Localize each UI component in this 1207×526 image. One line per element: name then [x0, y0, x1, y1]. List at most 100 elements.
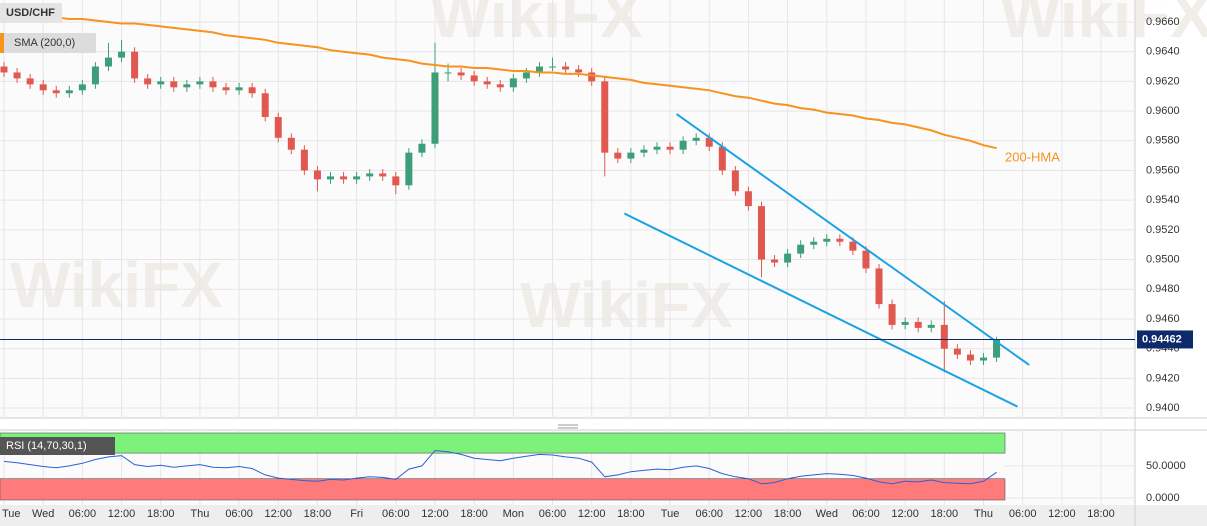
candle-body: [431, 72, 438, 143]
candle-body: [392, 176, 399, 185]
x-tick-label: 06:00: [539, 508, 567, 520]
panel-splitter: [558, 425, 578, 428]
x-tick-label: 18:00: [147, 508, 175, 520]
candle-body: [954, 349, 961, 355]
x-tick-label: 12:00: [1048, 508, 1076, 520]
price-panel: [0, 0, 1135, 418]
y-tick-label: 0.9640: [1146, 46, 1180, 58]
x-tick-label: Wed: [32, 508, 54, 520]
candle-body: [118, 52, 125, 58]
candle-body: [915, 322, 922, 328]
candle-body: [262, 93, 269, 117]
rsi-title: RSI (14,70,30,1): [6, 440, 87, 452]
candle-body: [967, 355, 974, 361]
candle-body: [366, 173, 373, 176]
x-tick-label: 12:00: [421, 508, 449, 520]
x-tick-label: 06:00: [382, 508, 410, 520]
candle-body: [196, 81, 203, 84]
candle-body: [523, 72, 530, 78]
candle-body: [301, 150, 308, 171]
x-tick-label: Mon: [503, 508, 524, 520]
x-tick-label: Thu: [190, 508, 209, 520]
x-tick-label: 18:00: [617, 508, 645, 520]
candle-body: [810, 242, 817, 245]
chart: WikiFXWikiFXWikiFXWikiFX USD/CHF SMA (20…: [0, 0, 1207, 526]
candle-body: [131, 52, 138, 79]
candle-body: [941, 325, 948, 349]
y-tick-label: 0.9480: [1146, 283, 1180, 295]
candle-body: [157, 81, 164, 84]
overbought-band: [0, 433, 1005, 453]
candle-body: [484, 81, 491, 84]
x-tick-label: 12:00: [264, 508, 292, 520]
candle-body: [562, 67, 569, 70]
candle-body: [144, 78, 151, 84]
y-tick-label: 0.9400: [1146, 402, 1180, 414]
candle-body: [601, 81, 608, 152]
x-tick-label: Tue: [661, 508, 680, 520]
candle-body: [654, 147, 661, 150]
oversold-band: [0, 479, 1005, 500]
y-tick-label: 0.9540: [1146, 194, 1180, 206]
candle-body: [758, 206, 765, 259]
candle-body: [1, 67, 8, 73]
candle-body: [405, 153, 412, 186]
candle-body: [693, 138, 700, 141]
x-tick-label: 06:00: [1009, 508, 1037, 520]
x-tick-label: 06:00: [225, 508, 253, 520]
candle-body: [928, 325, 935, 328]
x-tick-label: 06:00: [852, 508, 880, 520]
candle-body: [105, 58, 112, 67]
candle-body: [209, 81, 216, 87]
y-tick-label: 0.9420: [1146, 372, 1180, 384]
y-tick-label: 0.9460: [1146, 313, 1180, 325]
x-tick-label: 06:00: [695, 508, 723, 520]
x-tick-label: Wed: [816, 508, 838, 520]
candle-body: [627, 153, 634, 159]
y-tick-label: 0.0000: [1146, 492, 1180, 504]
candle-body: [640, 150, 647, 153]
candle-body: [980, 358, 987, 361]
x-tick-label: 18:00: [1087, 508, 1115, 520]
candle-body: [471, 75, 478, 81]
candle-body: [288, 138, 295, 150]
x-tick-label: 18:00: [304, 508, 332, 520]
last-price-label: 0.94462: [1142, 333, 1182, 345]
y-tick-label: 0.9520: [1146, 224, 1180, 236]
candle-body: [327, 176, 334, 179]
y-tick-label: 0.9560: [1146, 164, 1180, 176]
candle-body: [340, 176, 347, 179]
candle-body: [183, 84, 190, 87]
candle-body: [445, 72, 452, 73]
x-tick-label: 12:00: [578, 508, 606, 520]
candle-body: [732, 170, 739, 191]
candle-body: [510, 78, 517, 87]
candle-body: [170, 81, 177, 87]
x-tick-label: 18:00: [774, 508, 802, 520]
candle-body: [275, 117, 282, 138]
candle-body: [614, 153, 621, 159]
x-tick-label: Tue: [2, 508, 21, 520]
candle-body: [797, 245, 804, 254]
candle-body: [53, 90, 60, 93]
candle-body: [575, 69, 582, 72]
annotation: 200-HMA: [1005, 149, 1060, 164]
candle-body: [680, 141, 687, 150]
candle-body: [588, 72, 595, 81]
candle-body: [745, 191, 752, 206]
candle-body: [379, 173, 386, 176]
candle-body: [823, 239, 830, 242]
x-tick-label: 18:00: [460, 508, 488, 520]
candle-body: [549, 67, 556, 68]
candle-body: [719, 147, 726, 171]
candle-body: [353, 176, 360, 179]
x-tick-label: 12:00: [891, 508, 919, 520]
candle-body: [314, 170, 321, 179]
y-tick-label: 50.0000: [1146, 460, 1186, 472]
candle-body: [27, 78, 34, 84]
candle-body: [849, 242, 856, 251]
candle-body: [249, 87, 256, 93]
candle-body: [458, 72, 465, 75]
y-tick-label: 0.9580: [1146, 135, 1180, 147]
y-tick-label: 0.9660: [1146, 16, 1180, 28]
